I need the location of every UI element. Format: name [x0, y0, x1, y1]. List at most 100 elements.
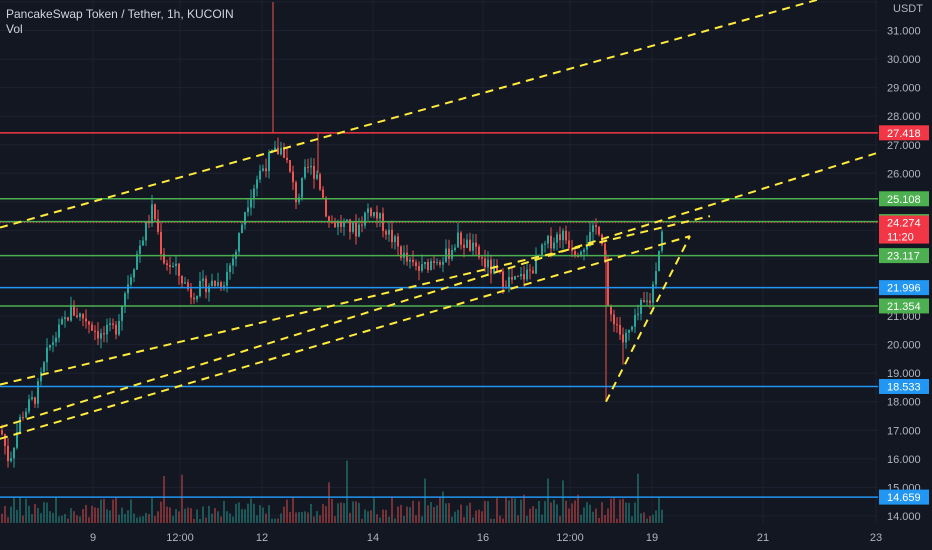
candle-body: [28, 399, 30, 412]
volume-bar: [409, 507, 411, 523]
candle-body: [316, 174, 318, 179]
volume-bar: [145, 512, 147, 523]
volume-bar: [97, 508, 99, 523]
volume-bar: [307, 512, 309, 523]
candle-body: [643, 299, 645, 302]
volume-bar: [259, 505, 261, 523]
volume-bar: [64, 513, 66, 523]
candle-body: [523, 273, 525, 280]
candle-body: [112, 323, 114, 325]
candle-body: [262, 168, 264, 171]
candle-body: [40, 372, 42, 382]
candle-body: [334, 222, 336, 228]
candle-body: [604, 243, 606, 262]
price-tick: 14.000: [887, 511, 921, 523]
candle-body: [25, 411, 27, 418]
volume-bar: [100, 499, 102, 523]
volume-bar: [238, 502, 240, 523]
volume-bar: [115, 497, 117, 523]
candle-body: [139, 245, 141, 254]
volume-bar: [379, 517, 381, 523]
candle-body: [337, 221, 339, 228]
price-tags: 27.418 25.108 23.117 21.996 21.354 18.533 14.6…: [879, 125, 929, 505]
chart-grid: [0, 0, 878, 523]
candle-body: [304, 166, 306, 178]
volume-bar: [142, 516, 144, 523]
volume-bar: [478, 509, 480, 523]
candle-body: [55, 337, 57, 343]
candle-body: [424, 261, 426, 265]
candle-body: [226, 271, 228, 286]
volume-bar: [175, 509, 177, 523]
volume-bar: [244, 509, 246, 523]
candle-body: [85, 318, 87, 322]
volume-bar: [637, 473, 639, 523]
volume-bar: [562, 480, 564, 523]
candle-body: [547, 235, 549, 244]
volume-bar: [103, 498, 105, 523]
candle-body: [292, 171, 294, 183]
candle-body: [415, 262, 417, 267]
candle-body: [394, 236, 396, 243]
volume-bar: [655, 510, 657, 523]
volume-bar: [367, 511, 369, 523]
time-tick: 12:00: [166, 532, 194, 544]
volume-bar: [376, 514, 378, 523]
volume-bar: [496, 497, 498, 523]
candle-body: [196, 296, 198, 300]
volume-bar: [13, 497, 15, 523]
volume-bar: [535, 508, 537, 523]
volume-bar: [250, 498, 252, 523]
candle-body: [274, 147, 276, 151]
volume-bar: [448, 503, 450, 523]
candle-body: [439, 262, 441, 265]
candle-body: [460, 232, 462, 245]
candle-body: [388, 229, 390, 235]
price-tick: 27.000: [887, 140, 921, 152]
volume-bar: [292, 497, 294, 523]
candle-body: [301, 177, 303, 198]
candle-body: [544, 243, 546, 245]
candle-body: [322, 189, 324, 198]
volume-bar: [139, 516, 141, 523]
volume-bar: [232, 516, 234, 523]
candle-body: [22, 417, 24, 419]
volume-bar: [430, 502, 432, 523]
volume-bar: [346, 460, 348, 523]
volume-bar: [211, 513, 213, 523]
price-tick: 26.000: [887, 168, 921, 180]
volume-bar: [508, 500, 510, 523]
candle-body: [484, 258, 486, 268]
time-tick: 9: [90, 532, 96, 544]
volume-bar: [442, 491, 444, 523]
volume-bar: [577, 494, 579, 523]
candle-body: [610, 306, 612, 315]
volume-bar: [25, 498, 27, 523]
candle-body: [4, 434, 6, 446]
candle-body: [166, 263, 168, 266]
volume-bar: [493, 518, 495, 523]
candle-body: [379, 213, 381, 219]
candle-body: [490, 259, 492, 274]
level-tag-bg: [879, 378, 929, 394]
candle-body: [229, 265, 231, 272]
volume-bar: [190, 508, 192, 523]
volume-bar: [196, 509, 198, 523]
volume-bar: [517, 515, 519, 523]
volume-bar: [82, 509, 84, 523]
volume-bar: [91, 505, 93, 523]
candle-body: [94, 330, 96, 332]
candle-body: [211, 280, 213, 287]
candle-body: [400, 246, 402, 258]
candle-body: [397, 236, 399, 247]
candle-body: [613, 314, 615, 325]
volume-bar: [193, 518, 195, 523]
candle-body: [151, 204, 153, 224]
level-tag: 21.996: [887, 283, 921, 295]
price-tick: 17.000: [887, 425, 921, 437]
volume-bar: [226, 511, 228, 523]
candle-body: [100, 333, 102, 339]
volume-bar: [283, 506, 285, 523]
volume-bar: [634, 502, 636, 523]
